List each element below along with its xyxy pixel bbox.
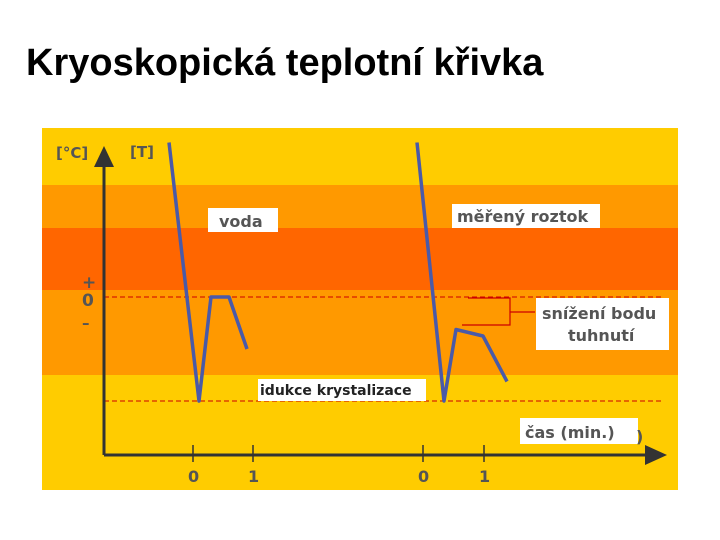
x-tick-label: 1	[479, 467, 490, 486]
x-axis-label-bracket: )	[636, 427, 643, 446]
band-3	[42, 228, 678, 290]
y-axis-symbol: [T]	[130, 143, 154, 161]
page-title: Kryoskopická teplotní křivka	[26, 42, 544, 84]
label-depression-line1: snížení bodu	[542, 304, 656, 323]
label-induction: idukce krystalizace	[260, 383, 412, 399]
x-axis-label: čas (min.)	[525, 423, 615, 442]
label-box-time	[520, 418, 638, 444]
label-solution: měřený roztok	[457, 207, 588, 226]
x-tick-label: 0	[418, 467, 429, 486]
band-1	[42, 128, 678, 185]
y-mark-plus: +	[82, 273, 96, 293]
label-box-water	[208, 208, 278, 232]
label-box-induction	[258, 379, 426, 401]
x-tick-label: 1	[248, 467, 259, 486]
series-line-voda	[167, 142, 249, 403]
label-depression-line2: tuhnutí	[568, 326, 636, 345]
label-box-depression	[536, 298, 669, 350]
x-tick-label: 0	[188, 467, 199, 486]
label-water: voda	[219, 212, 263, 231]
x-axis-arrow	[645, 445, 667, 465]
series-line-mereny-roztok	[415, 142, 509, 403]
label-box-solution	[452, 204, 600, 228]
y-axis-arrow	[94, 146, 114, 167]
y-mark-zero: 0	[82, 291, 94, 311]
y-mark-minus: –	[82, 314, 90, 332]
y-axis-unit: [°C]	[56, 144, 88, 162]
